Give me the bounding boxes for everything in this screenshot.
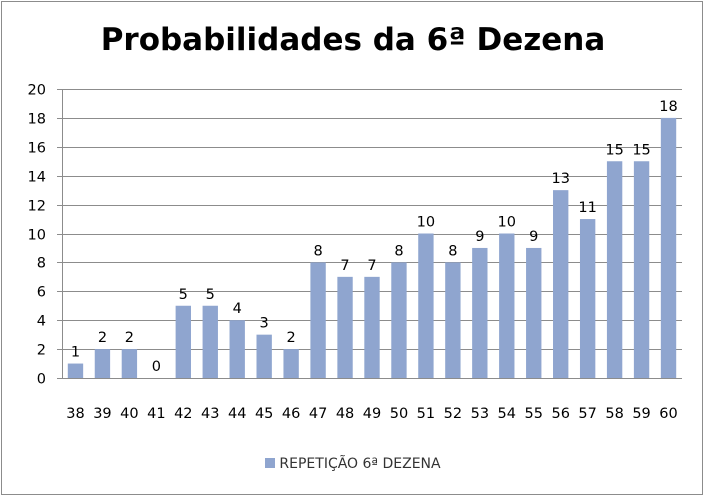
x-tick-label: 55 xyxy=(525,406,543,422)
x-tick-label: 52 xyxy=(444,406,462,422)
legend-label: REPETIÇÃO 6ª DEZENA xyxy=(279,456,441,472)
data-label: 9 xyxy=(475,229,484,245)
data-label: 8 xyxy=(394,243,403,259)
x-tick-label: 45 xyxy=(255,406,273,422)
x-tick-label: 54 xyxy=(498,406,516,422)
bar xyxy=(121,349,138,378)
x-tick-label: 60 xyxy=(659,406,677,422)
y-tick-label: 4 xyxy=(37,314,46,330)
bar xyxy=(94,349,111,378)
data-label: 13 xyxy=(551,171,569,187)
data-label: 11 xyxy=(578,200,596,216)
data-label: 3 xyxy=(260,316,269,332)
bar xyxy=(256,334,272,378)
x-tick-label: 40 xyxy=(120,406,138,422)
bar xyxy=(633,161,650,378)
x-tick-label: 38 xyxy=(66,406,84,422)
x-tick-label: 46 xyxy=(282,406,300,422)
x-tick-label: 53 xyxy=(471,406,489,422)
data-label: 1 xyxy=(71,345,80,361)
x-tick-label: 47 xyxy=(309,406,327,422)
data-label: 7 xyxy=(340,258,349,274)
data-label: 18 xyxy=(659,99,677,115)
bar xyxy=(202,305,218,378)
y-tick-label: 2 xyxy=(37,343,46,359)
bar xyxy=(499,233,515,378)
data-label: 15 xyxy=(632,142,650,158)
data-label: 7 xyxy=(367,258,376,274)
bar xyxy=(606,161,623,378)
data-label: 5 xyxy=(179,287,188,303)
bar xyxy=(579,219,596,378)
bar xyxy=(472,247,488,378)
y-tick-label: 6 xyxy=(37,285,46,301)
bar xyxy=(364,276,380,378)
x-tick-label: 50 xyxy=(390,406,408,422)
data-label: 8 xyxy=(448,243,457,259)
y-tick-label: 16 xyxy=(28,141,46,157)
data-label: 8 xyxy=(313,243,322,259)
bar xyxy=(67,363,84,378)
bar xyxy=(445,262,461,378)
x-tick-label: 59 xyxy=(632,406,650,422)
data-label: 2 xyxy=(287,330,296,346)
x-tick-label: 39 xyxy=(93,406,111,422)
data-label: 10 xyxy=(498,215,516,231)
y-tick-label: 12 xyxy=(28,199,46,215)
y-tick-label: 14 xyxy=(28,170,46,186)
bar xyxy=(337,276,353,378)
y-tick-label: 8 xyxy=(37,256,46,272)
data-label: 9 xyxy=(529,229,538,245)
y-tick-label: 0 xyxy=(37,372,46,388)
data-label: 5 xyxy=(206,287,215,303)
x-tick-label: 51 xyxy=(417,406,435,422)
x-tick-label: 42 xyxy=(174,406,192,422)
x-tick-label: 41 xyxy=(147,406,165,422)
data-label: 10 xyxy=(417,215,435,231)
x-tick-label: 48 xyxy=(336,406,354,422)
bar xyxy=(660,117,677,379)
bar xyxy=(553,190,569,378)
bar xyxy=(283,349,299,378)
data-label: 0 xyxy=(152,359,161,375)
data-label: 2 xyxy=(125,330,134,346)
data-label: 4 xyxy=(233,301,242,317)
x-tick-label: 58 xyxy=(605,406,623,422)
y-tick-label: 20 xyxy=(28,83,46,99)
labels: 1382392400415425434443452468477487498501… xyxy=(66,99,677,422)
bar xyxy=(526,247,542,378)
bar xyxy=(229,320,245,378)
y-tick-label: 10 xyxy=(28,228,46,244)
bars xyxy=(67,117,677,379)
data-label: 2 xyxy=(98,330,107,346)
legend-swatch xyxy=(265,458,276,468)
bar xyxy=(175,305,191,378)
y-tick-label: 18 xyxy=(28,112,46,128)
bar xyxy=(310,262,326,378)
data-label: 15 xyxy=(605,142,623,158)
x-tick-label: 44 xyxy=(228,406,246,422)
x-tick-label: 57 xyxy=(578,406,596,422)
x-tick-label: 49 xyxy=(363,406,381,422)
bar xyxy=(418,233,434,378)
bar xyxy=(391,262,407,378)
x-tick-label: 56 xyxy=(551,406,569,422)
legend: REPETIÇÃO 6ª DEZENA xyxy=(0,456,706,472)
chart-title: Probabilidades da 6ª Dezena xyxy=(100,22,606,58)
x-tick-label: 43 xyxy=(201,406,219,422)
